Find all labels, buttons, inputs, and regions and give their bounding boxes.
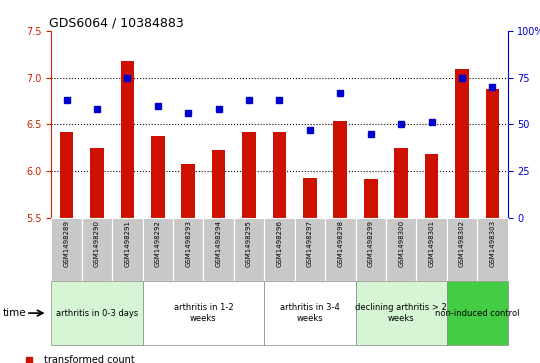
Text: arthritis in 0-3 days: arthritis in 0-3 days	[56, 309, 138, 318]
Text: GDS6064 / 10384883: GDS6064 / 10384883	[49, 17, 184, 30]
Bar	[59, 132, 73, 218]
Text: GSM1498303: GSM1498303	[489, 220, 495, 267]
Bar	[477, 218, 508, 281]
Text: declining arthritis > 2
weeks: declining arthritis > 2 weeks	[355, 303, 447, 323]
Bar	[355, 281, 447, 345]
Bar	[173, 218, 204, 281]
Bar	[151, 135, 165, 218]
Bar	[234, 218, 264, 281]
Bar	[303, 178, 317, 218]
Bar	[181, 164, 195, 218]
Text: GSM1498289: GSM1498289	[64, 220, 70, 267]
Bar	[455, 69, 469, 218]
Bar	[386, 218, 416, 281]
Text: arthritis in 3-4
weeks: arthritis in 3-4 weeks	[280, 303, 340, 323]
Bar	[394, 148, 408, 218]
Text: GSM1498292: GSM1498292	[155, 220, 161, 266]
Bar	[204, 218, 234, 281]
Text: GSM1498300: GSM1498300	[398, 220, 404, 267]
Text: GSM1498299: GSM1498299	[368, 220, 374, 267]
Bar	[212, 150, 226, 218]
Bar	[120, 61, 134, 218]
Bar	[242, 132, 256, 218]
Bar	[424, 154, 438, 218]
Text: transformed count: transformed count	[44, 355, 134, 363]
Text: GSM1498301: GSM1498301	[429, 220, 435, 267]
Bar	[295, 218, 325, 281]
Bar	[447, 281, 508, 345]
Bar	[143, 281, 264, 345]
Bar	[447, 218, 477, 281]
Text: GSM1498298: GSM1498298	[338, 220, 343, 267]
Bar	[112, 218, 143, 281]
Text: non-induced control: non-induced control	[435, 309, 519, 318]
Bar	[355, 218, 386, 281]
Bar	[82, 218, 112, 281]
Bar	[51, 281, 143, 345]
Text: GSM1498291: GSM1498291	[124, 220, 130, 267]
Bar	[364, 179, 377, 218]
Text: arthritis in 1-2
weeks: arthritis in 1-2 weeks	[173, 303, 233, 323]
Bar	[416, 218, 447, 281]
Text: GSM1498290: GSM1498290	[94, 220, 100, 267]
Text: GSM1498297: GSM1498297	[307, 220, 313, 267]
Bar	[264, 281, 355, 345]
Bar	[90, 148, 104, 218]
Text: time: time	[3, 308, 26, 318]
Bar	[325, 218, 355, 281]
Text: GSM1498293: GSM1498293	[185, 220, 191, 267]
Text: GSM1498295: GSM1498295	[246, 220, 252, 266]
Text: GSM1498294: GSM1498294	[215, 220, 221, 266]
Bar	[51, 218, 82, 281]
Bar	[143, 218, 173, 281]
Bar	[333, 121, 347, 218]
Bar	[485, 89, 500, 218]
Bar	[264, 218, 295, 281]
Bar	[273, 132, 286, 218]
Text: GSM1498302: GSM1498302	[459, 220, 465, 267]
Text: GSM1498296: GSM1498296	[276, 220, 282, 267]
